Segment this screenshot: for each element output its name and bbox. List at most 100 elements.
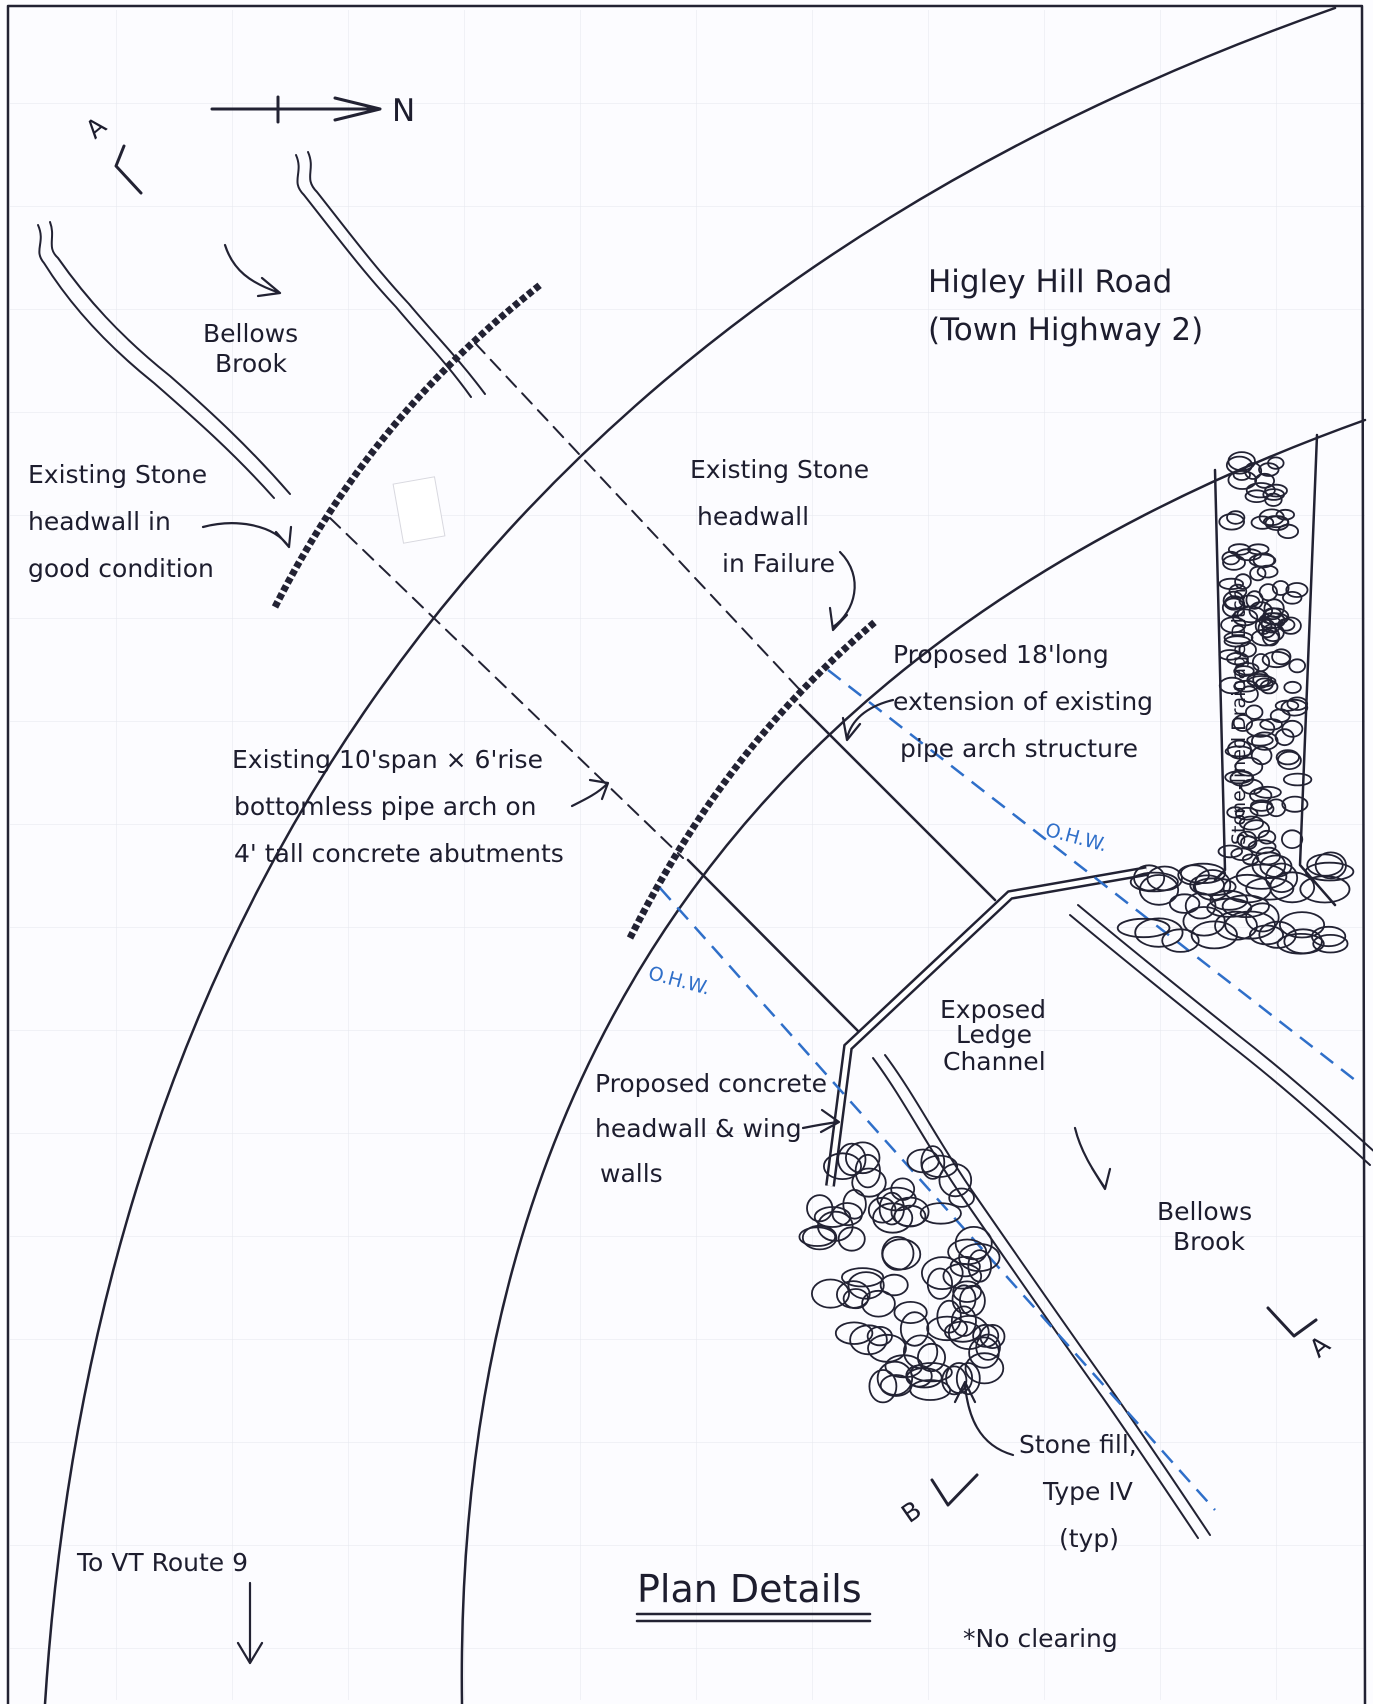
- drainage-ditch-label: Stone-lined Drainage Ditch: [1228, 588, 1250, 845]
- ledge-channel-label: Exposed Ledge Channel: [940, 995, 1054, 1076]
- north-label: N: [392, 93, 415, 129]
- riprap-stone: [816, 1210, 854, 1242]
- riprap-stone: [1271, 580, 1290, 596]
- riprap-stone: [1229, 770, 1255, 787]
- riprap-stone: [1226, 651, 1249, 666]
- riprap-stone: [1257, 829, 1277, 845]
- riprap-stone: [879, 1273, 909, 1297]
- riprap-stone: [872, 1202, 914, 1234]
- riprap-stone: [972, 1323, 1000, 1348]
- riprap-stone: [1258, 920, 1297, 949]
- stone-fill-riprap: [798, 1141, 1006, 1404]
- riprap-stone: [1257, 618, 1277, 639]
- riprap-stone: [919, 1202, 962, 1225]
- outlet-riprap: [1116, 851, 1355, 955]
- riprap-stone: [823, 1152, 863, 1180]
- riprap-stone: [861, 1289, 896, 1318]
- riprap-stone: [1312, 934, 1349, 954]
- riprap-stone: [1274, 699, 1300, 712]
- riprap-stone: [1221, 550, 1241, 566]
- riprap-stone: [1254, 472, 1275, 489]
- riprap-stone: [975, 1333, 1001, 1361]
- riprap-stone: [1250, 745, 1273, 766]
- riprap-stone: [1182, 906, 1226, 937]
- riprap-stone: [1281, 795, 1309, 813]
- riprap-stone: [842, 1288, 869, 1310]
- riprap-stone: [920, 1256, 964, 1290]
- riprap-stone: [834, 1321, 874, 1345]
- riprap-stone: [967, 1249, 992, 1283]
- riprap-stone: [1279, 616, 1302, 635]
- riprap-stone: [1234, 756, 1264, 777]
- stone-headwall-failure: [626, 619, 878, 940]
- riprap-stone: [1223, 635, 1251, 648]
- ditch-stones: [1217, 451, 1313, 866]
- riprap-stone: [893, 1301, 928, 1325]
- stone-fill-label: Stone fill, Type IV (typ): [1019, 1430, 1145, 1553]
- riprap-stone: [1275, 749, 1300, 766]
- riprap-stone: [1209, 889, 1249, 911]
- riprap-stone: [948, 1187, 975, 1208]
- stone-headwall-good: [271, 282, 543, 609]
- existing-pipe-arch: [329, 342, 801, 859]
- riprap-stone: [1281, 590, 1303, 605]
- riprap-stone: [1250, 799, 1274, 812]
- riprap-stone: [1263, 515, 1290, 529]
- riprap-stone: [837, 1142, 867, 1177]
- riprap-stone: [1258, 508, 1285, 527]
- riprap-stone: [849, 1324, 888, 1356]
- riprap-stone: [920, 1145, 946, 1180]
- riprap-stone: [890, 1196, 930, 1228]
- riprap-stone: [1249, 924, 1285, 946]
- riprap-stone: [1222, 554, 1246, 571]
- route-label: To VT Route 9: [76, 1548, 248, 1577]
- svg-text:Plan Details: Plan Details: [637, 1567, 862, 1611]
- riprap-stone: [867, 1333, 907, 1363]
- riprap-stone: [1238, 815, 1265, 831]
- grid-lines: [10, 10, 1365, 1700]
- riprap-stone: [1267, 456, 1285, 470]
- riprap-stone: [1236, 830, 1258, 849]
- riprap-stone: [1245, 482, 1276, 499]
- riprap-stone: [938, 1163, 973, 1198]
- riprap-stone: [1161, 928, 1200, 953]
- riprap-stone: [1192, 877, 1237, 896]
- riprap-stone: [1240, 778, 1264, 795]
- riprap-stone: [1226, 510, 1246, 525]
- riprap-stone: [1249, 801, 1275, 817]
- riprap-stone: [1241, 853, 1260, 866]
- riprap-stone: [851, 1167, 887, 1198]
- riprap-stone: [1277, 523, 1299, 540]
- riprap-stone: [1278, 911, 1326, 939]
- riprap-stone: [842, 1189, 867, 1220]
- riprap-stone: [1253, 785, 1282, 799]
- ohw-lines: [659, 669, 1356, 1511]
- riprap-stone: [1218, 649, 1242, 661]
- riprap-stone: [941, 1365, 968, 1396]
- riprap-stone: [801, 1224, 838, 1251]
- riprap-stone: [1304, 861, 1355, 882]
- riprap-stone: [1288, 658, 1306, 674]
- riprap-stone: [1239, 685, 1259, 703]
- riprap-stone: [840, 1267, 885, 1288]
- brook-label-downstream: Bellows Brook: [1157, 1197, 1260, 1256]
- riprap-stone: [1129, 871, 1179, 893]
- riprap-stone: [1250, 515, 1275, 530]
- riprap-stone: [949, 1255, 981, 1278]
- riprap-stone: [955, 1362, 981, 1396]
- riprap-stone: [1235, 863, 1288, 890]
- riprap-stone: [1275, 508, 1296, 521]
- upstream-brook-banks: [37, 151, 486, 499]
- riprap-stone: [1244, 704, 1264, 720]
- riprap-stone: [1260, 612, 1289, 625]
- riprap-stone: [1245, 590, 1264, 610]
- road-inner-edge: [460, 418, 1367, 1704]
- riprap-stone: [1259, 718, 1283, 731]
- riprap-stone: [1190, 920, 1238, 950]
- riprap-stone: [909, 1379, 952, 1401]
- riprap-stone: [1228, 583, 1248, 599]
- headwall-good-label: Existing Stone headwall in good conditio…: [28, 460, 215, 583]
- riprap-stone: [1244, 489, 1269, 504]
- riprap-stone: [1233, 679, 1259, 693]
